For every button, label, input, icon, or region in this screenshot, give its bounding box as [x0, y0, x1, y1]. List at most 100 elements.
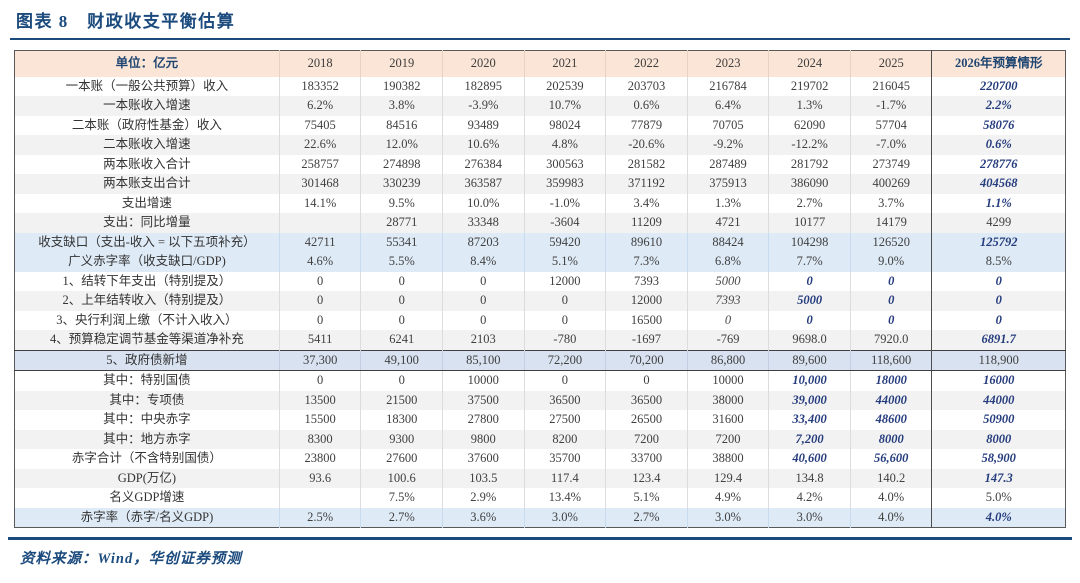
value-cell: -780 [523, 330, 606, 350]
table-row: 二本账（政府性基金）收入 75405 84516 93489 98024 77879 707… [14, 115, 1066, 135]
row-label: 赤字合计（不含特别国债） [71, 451, 222, 465]
row-label: 其中：特别国债 [103, 373, 191, 387]
value-cell: 6.4% [686, 96, 769, 116]
table-row: 3、央行利润上缴（不计入收入） 0 0 0 0 16500 0 0 0 0 [14, 310, 1066, 330]
value-cell: 2.5% [278, 507, 361, 528]
value-cell: 0.6% [605, 96, 688, 116]
value-cell: 37600 [442, 449, 525, 469]
value-cell: 2.2% [931, 96, 1066, 116]
value-cell: 4.8% [523, 135, 606, 155]
value-cell: 7200 [686, 429, 769, 449]
value-cell: 7200 [605, 429, 688, 449]
value-cell: 37500 [442, 390, 525, 410]
year-header-cell: 2024 [768, 50, 851, 77]
value-cell: 49,100 [360, 349, 443, 371]
value-cell: 287489 [686, 154, 769, 174]
table-row: 两本账收入合计 258757 274898 276384 300563 281582 287… [14, 154, 1066, 174]
value-cell: 10.0% [442, 193, 525, 213]
value-cell: 9800 [442, 429, 525, 449]
value-cell: 117.4 [523, 468, 606, 488]
year-header-cell: 2019 [360, 50, 443, 77]
value-cell: 15500 [278, 410, 361, 430]
title-divider [10, 38, 1070, 40]
value-cell: 0 [442, 291, 525, 311]
value-cell: 6.2% [278, 96, 361, 116]
value-cell: -7.0% [849, 135, 932, 155]
table-row: 收支缺口（支出-收入 = 以下五项补充） 42711 55341 87203 59420… [14, 232, 1066, 252]
value-cell: 4.6% [278, 252, 361, 272]
value-cell: 203703 [605, 76, 688, 96]
value-cell: 58,900 [931, 449, 1066, 469]
table-row: 赤字率（赤字/名义GDP) 2.5% 2.7% 3.6% 3.0% 2.7% 3.0% 3.0… [14, 507, 1066, 528]
value-cell: 8200 [523, 429, 606, 449]
value-cell: 10.7% [523, 96, 606, 116]
value-cell: 4.0% [849, 507, 932, 528]
value-cell: 4.0% [849, 488, 932, 508]
value-cell: 10,000 [768, 370, 851, 391]
table-row: 一本账（一般公共预算）收入 183352 190382 182895 202539 203… [14, 76, 1066, 96]
value-cell: 38000 [686, 390, 769, 410]
value-cell: -20.6% [605, 135, 688, 155]
value-cell: 89610 [605, 232, 688, 252]
year-header-cell: 2025 [849, 50, 932, 77]
value-cell: 6.8% [686, 252, 769, 272]
unit-header-cell: 单位：亿元 [14, 50, 280, 77]
value-cell: 12000 [523, 271, 606, 291]
value-cell: 103.5 [442, 468, 525, 488]
value-cell: 6891.7 [931, 330, 1066, 350]
value-cell: 3.4% [605, 193, 688, 213]
value-cell: 26500 [605, 410, 688, 430]
value-cell: 1.3% [686, 193, 769, 213]
value-cell: 2.7% [360, 507, 443, 528]
value-cell: 300563 [523, 154, 606, 174]
value-cell: -12.2% [768, 135, 851, 155]
value-cell: 1.1% [931, 193, 1066, 213]
value-cell: 10.6% [442, 135, 525, 155]
value-cell: 36500 [605, 390, 688, 410]
value-cell: 182895 [442, 76, 525, 96]
value-cell: 0 [278, 271, 361, 291]
value-cell: 35700 [523, 449, 606, 469]
value-cell: 118,600 [849, 349, 932, 371]
value-cell: 5.0% [931, 488, 1066, 508]
value-cell: 147.3 [931, 468, 1066, 488]
value-cell: 75405 [278, 115, 361, 135]
value-cell: 85,100 [442, 349, 525, 371]
row-label: 支出增速 [121, 195, 172, 210]
value-cell: 8000 [931, 429, 1066, 449]
value-cell: 100.6 [360, 468, 443, 488]
value-cell: 22.6% [278, 135, 361, 155]
value-cell: 8300 [278, 429, 361, 449]
value-cell: 4.0% [931, 507, 1066, 528]
scenario-header-cell: 2026年预算情形 [931, 50, 1066, 77]
value-cell: 18000 [849, 370, 932, 391]
value-cell: 7393 [605, 271, 688, 291]
value-cell: -3604 [523, 213, 606, 233]
row-label: 2、上年结转收入（特别提及） [62, 293, 232, 307]
value-cell: 10177 [768, 213, 851, 233]
value-cell: 8.5% [931, 252, 1066, 272]
value-cell: 104298 [768, 232, 851, 252]
report-page: 图表 8 财政收支平衡估算 单位：亿元 2018 2019 2020 2021 … [8, 12, 1072, 567]
value-cell: 371192 [605, 174, 688, 194]
value-cell: 216784 [686, 76, 769, 96]
value-cell: 400269 [849, 174, 932, 194]
value-cell: 118,900 [931, 349, 1066, 371]
value-cell: 13500 [278, 390, 361, 410]
value-cell: 77879 [605, 115, 688, 135]
value-cell: 86,800 [686, 349, 769, 371]
row-label: 1、结转下年支出（特别提及） [62, 273, 232, 288]
value-cell: 220700 [931, 76, 1066, 96]
value-cell: 140.2 [849, 468, 932, 488]
row-label: 一本账收入增速 [103, 98, 191, 112]
value-cell: 0 [849, 271, 932, 291]
value-cell: 4721 [686, 213, 769, 233]
value-cell: 98024 [523, 115, 606, 135]
value-cell: 7,200 [768, 429, 851, 449]
value-cell: 84516 [360, 115, 443, 135]
value-cell: 72,200 [523, 349, 606, 371]
value-cell: 134.8 [768, 468, 851, 488]
value-cell: 301468 [278, 174, 361, 194]
value-cell: 0 [523, 310, 606, 330]
value-cell: 12000 [605, 291, 688, 311]
